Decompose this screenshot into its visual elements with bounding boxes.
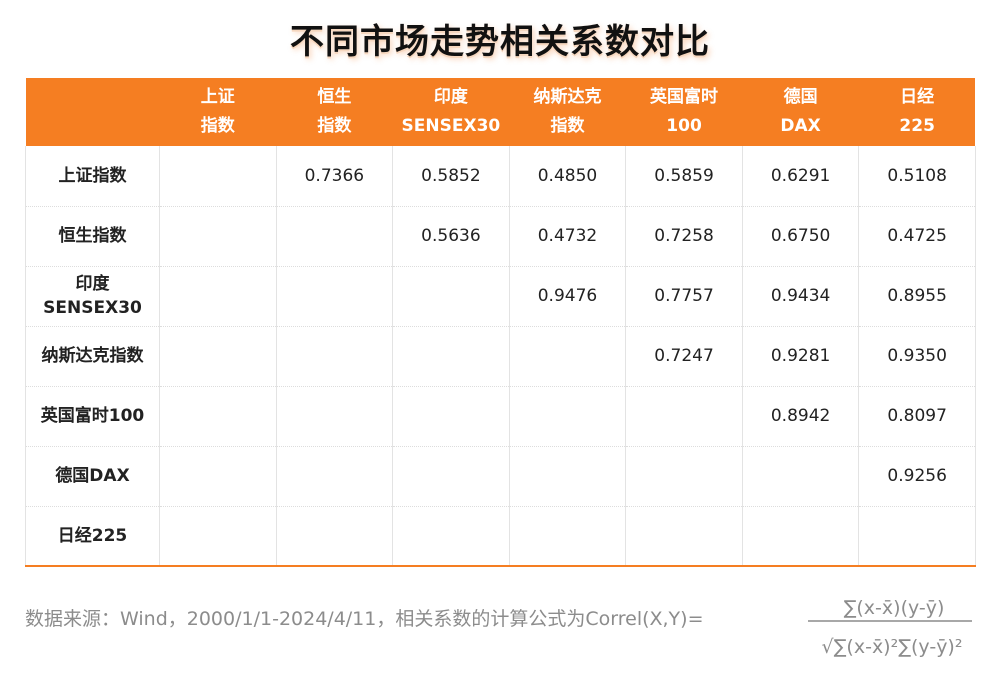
correlation-cell [160, 266, 277, 326]
row-label: 印度 SENSEX30 [26, 266, 160, 326]
row-label: 恒生指数 [26, 206, 160, 266]
correlation-cell [276, 266, 393, 326]
correlation-cell [276, 446, 393, 506]
formula-numerator: ∑(x-x̄)(y-ȳ) [844, 597, 945, 619]
table-row: 英国富时100 0.89420.8097 [26, 386, 976, 446]
correlation-cell: 0.7258 [626, 206, 743, 266]
column-header: 印度 SENSEX30 [393, 78, 510, 146]
correlation-cell [393, 506, 510, 566]
correlation-cell: 0.7757 [626, 266, 743, 326]
correlation-cell [393, 326, 510, 386]
row-label: 德国DAX [26, 446, 160, 506]
correlation-cell: 0.4732 [509, 206, 626, 266]
correlation-cell [626, 386, 743, 446]
correlation-cell [626, 446, 743, 506]
correlation-cell: 0.9350 [859, 326, 976, 386]
table-row: 德国DAX 0.9256 [26, 446, 976, 506]
table-row: 印度 SENSEX30 0.94760.77570.94340.8955 [26, 266, 976, 326]
correlation-cell: 0.5108 [859, 146, 976, 206]
row-label: 英国富时100 [26, 386, 160, 446]
correlation-cell [742, 506, 859, 566]
correlation-cell [160, 206, 277, 266]
correlation-cell [859, 506, 976, 566]
table-body: 上证指数 0.73660.58520.48500.58590.62910.5108… [26, 146, 976, 566]
source-note: 数据来源：Wind，2000/1/1-2024/4/11，相关系数的计算公式为C… [25, 604, 704, 631]
correlation-cell: 0.6291 [742, 146, 859, 206]
column-header: 日经 225 [859, 78, 976, 146]
row-label: 纳斯达克指数 [26, 326, 160, 386]
correlation-cell: 0.9256 [859, 446, 976, 506]
table-row: 恒生指数 0.56360.47320.72580.67500.4725 [26, 206, 976, 266]
correlation-cell [160, 446, 277, 506]
correlation-cell [393, 446, 510, 506]
correlation-cell: 0.4725 [859, 206, 976, 266]
correlation-cell: 0.6750 [742, 206, 859, 266]
correlation-cell: 0.4850 [509, 146, 626, 206]
correlation-cell: 0.8942 [742, 386, 859, 446]
table-row: 上证指数 0.73660.58520.48500.58590.62910.5108 [26, 146, 976, 206]
correlation-cell [276, 206, 393, 266]
correlation-cell [276, 506, 393, 566]
correlation-cell [509, 446, 626, 506]
correlation-cell: 0.5859 [626, 146, 743, 206]
correlation-cell: 0.5852 [393, 146, 510, 206]
correlation-cell [160, 326, 277, 386]
column-header: 英国富时 100 [626, 78, 743, 146]
correlation-cell [160, 146, 277, 206]
correlation-cell [276, 386, 393, 446]
correlation-formula: ∑(x-x̄)(y-ȳ) √∑(x-x̄)²∑(y-ȳ)² [806, 590, 976, 668]
correlation-cell [276, 326, 393, 386]
correlation-cell: 0.9476 [509, 266, 626, 326]
column-header: 上证 指数 [160, 78, 277, 146]
correlation-cell: 0.8955 [859, 266, 976, 326]
table-row: 纳斯达克指数 0.72470.92810.9350 [26, 326, 976, 386]
correlation-cell [509, 326, 626, 386]
formula-denominator: √∑(x-x̄)²∑(y-ȳ)² [822, 636, 963, 658]
page-title: 不同市场走势相关系数对比 [0, 14, 1000, 63]
correlation-cell: 0.8097 [859, 386, 976, 446]
correlation-cell [742, 446, 859, 506]
header-corner [26, 78, 160, 146]
correlation-cell [393, 386, 510, 446]
row-label: 日经225 [26, 506, 160, 566]
correlation-cell [160, 386, 277, 446]
correlation-table: 上证 指数恒生 指数印度 SENSEX30纳斯达克 指数英国富时 100德国 D… [25, 78, 976, 567]
correlation-cell [509, 386, 626, 446]
column-header: 德国 DAX [742, 78, 859, 146]
correlation-cell: 0.7247 [626, 326, 743, 386]
row-label: 上证指数 [26, 146, 160, 206]
table-row: 日经225 [26, 506, 976, 566]
correlation-cell [626, 506, 743, 566]
table-header-row: 上证 指数恒生 指数印度 SENSEX30纳斯达克 指数英国富时 100德国 D… [26, 78, 976, 146]
correlation-cell [509, 506, 626, 566]
correlation-cell: 0.7366 [276, 146, 393, 206]
correlation-cell: 0.5636 [393, 206, 510, 266]
correlation-cell: 0.9281 [742, 326, 859, 386]
column-header: 恒生 指数 [276, 78, 393, 146]
correlation-cell: 0.9434 [742, 266, 859, 326]
correlation-cell [393, 266, 510, 326]
correlation-cell [160, 506, 277, 566]
column-header: 纳斯达克 指数 [509, 78, 626, 146]
